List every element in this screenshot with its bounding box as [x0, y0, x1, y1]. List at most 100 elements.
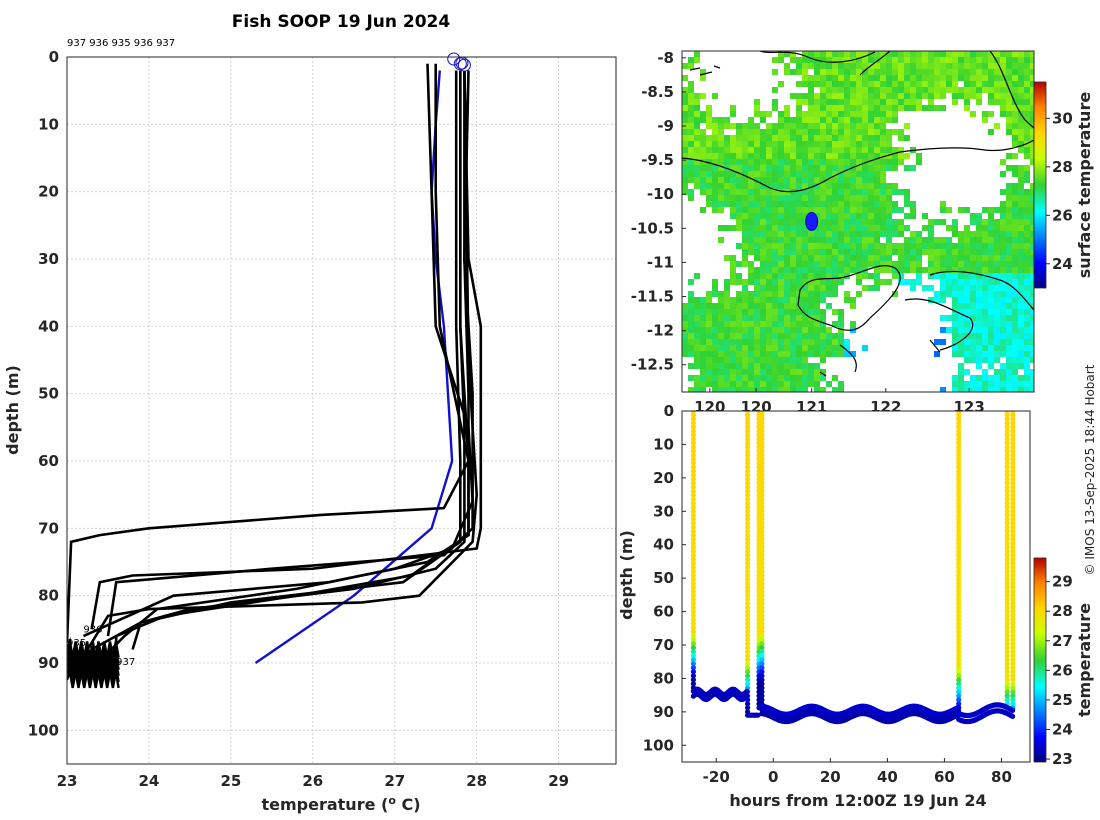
section-point: [956, 520, 962, 526]
section-point: [690, 588, 697, 595]
section-point: [745, 444, 751, 450]
section-point: [1004, 564, 1010, 571]
temp-colorbar-label: temperature: [1075, 603, 1094, 717]
section-point: [956, 492, 962, 498]
profile-line-profile-7: [90, 70, 462, 651]
section-point: [745, 560, 751, 567]
section-point: [1010, 540, 1016, 547]
section-point: [759, 689, 765, 695]
section-point: [1004, 621, 1010, 627]
section-point: [1010, 661, 1016, 667]
section-point: [745, 649, 751, 655]
section-point: [1010, 456, 1016, 462]
profile-y-tick-label: 10: [38, 115, 59, 133]
section-point: [1010, 665, 1016, 671]
section-y-tick-label: 50: [653, 569, 674, 587]
section-point: [690, 480, 697, 486]
section-point: [745, 412, 751, 418]
sst-cell-group: [982, 273, 1030, 321]
section-point: [956, 609, 962, 615]
temp-colorbar-tick-label: 23: [1052, 750, 1073, 768]
section-point: [956, 669, 962, 675]
sst-cell-group: [964, 327, 994, 351]
section-point: [759, 568, 765, 575]
section-point: [759, 536, 765, 543]
sst-cell-group: [982, 357, 994, 375]
section-point: [1004, 605, 1010, 611]
section-point: [1010, 653, 1016, 659]
sst-cell-group: [970, 309, 1030, 327]
section-point: [956, 681, 962, 687]
section-point: [690, 420, 697, 426]
profile-x-tick-label: 26: [302, 772, 323, 790]
section-point: [1010, 412, 1016, 418]
section-point: [745, 645, 751, 651]
temp-colorbar-tick-label: 29: [1052, 573, 1073, 591]
section-point: [1004, 544, 1010, 551]
section-point: [745, 524, 751, 530]
sst-colorbar: [1033, 81, 1047, 289]
section-point: [745, 424, 751, 430]
section-y-tick-label: 30: [653, 502, 674, 520]
section-point: [956, 532, 962, 539]
section-points: [690, 411, 1016, 725]
section-point: [956, 580, 962, 587]
section-point: [956, 665, 962, 671]
section-point: [956, 572, 962, 579]
section-point: [956, 592, 962, 599]
temp-colorbar-tick-label: 28: [1052, 602, 1073, 620]
section-point: [745, 705, 751, 711]
sst-cell-group: [748, 93, 916, 327]
profile-axis-ticks: 23 24 25 26 27 28 29 0 10 20 30 40 50 60 70 80 90 100: [28, 48, 569, 790]
section-point: [745, 468, 751, 474]
section-point: [1010, 532, 1016, 539]
section-point: [1004, 633, 1010, 639]
section-point: [744, 688, 750, 694]
section-point: [745, 456, 751, 462]
sst-cell-group: [970, 339, 976, 345]
sst-cell-group: [694, 75, 1024, 159]
section-y-tick-label: 20: [653, 469, 674, 487]
section-point: [759, 548, 765, 555]
section-point: [759, 456, 765, 462]
section-point: [759, 609, 765, 615]
section-point: [759, 560, 765, 567]
section-point: [1010, 588, 1016, 595]
section-point: [1004, 532, 1010, 539]
section-point: [956, 432, 962, 438]
sst-cell-group: [952, 291, 958, 297]
sst-cell-group: [952, 273, 982, 303]
section-point: [1004, 637, 1010, 643]
sst-cell-group: [784, 219, 790, 225]
section-y-axis-label: depth (m): [617, 530, 636, 620]
section-point: [1004, 697, 1010, 703]
sst-cell-group: [1030, 375, 1034, 387]
section-point: [690, 657, 697, 663]
sst-cell-group: [994, 309, 1034, 357]
section-point: [690, 456, 697, 462]
section-point: [1004, 496, 1010, 502]
section-point: [1010, 552, 1016, 559]
section-point: [759, 544, 765, 551]
sst-cell-group: [958, 381, 964, 387]
sst-cell-group: [958, 321, 964, 327]
temp-colorbar-tick-label: 27: [1052, 632, 1073, 650]
temp-colorbar-ticks: 23 24 25 26 27 28 29: [1046, 573, 1073, 768]
map-y-tick-label: -12.5: [631, 356, 674, 374]
section-point: [759, 516, 765, 522]
section-point: [745, 677, 751, 683]
section-point: [745, 633, 751, 639]
section-point: [745, 452, 751, 458]
sst-cells: [682, 51, 1034, 392]
section-point: [1010, 605, 1016, 611]
sst-cell-group: [1012, 321, 1018, 327]
section-point: [745, 576, 751, 583]
section-point: [956, 416, 962, 422]
sst-cell-group: [958, 363, 964, 369]
section-point: [759, 436, 765, 442]
section-point: [759, 460, 765, 466]
section-point: [745, 653, 751, 659]
section-point: [759, 596, 765, 603]
section-point: [745, 476, 751, 482]
